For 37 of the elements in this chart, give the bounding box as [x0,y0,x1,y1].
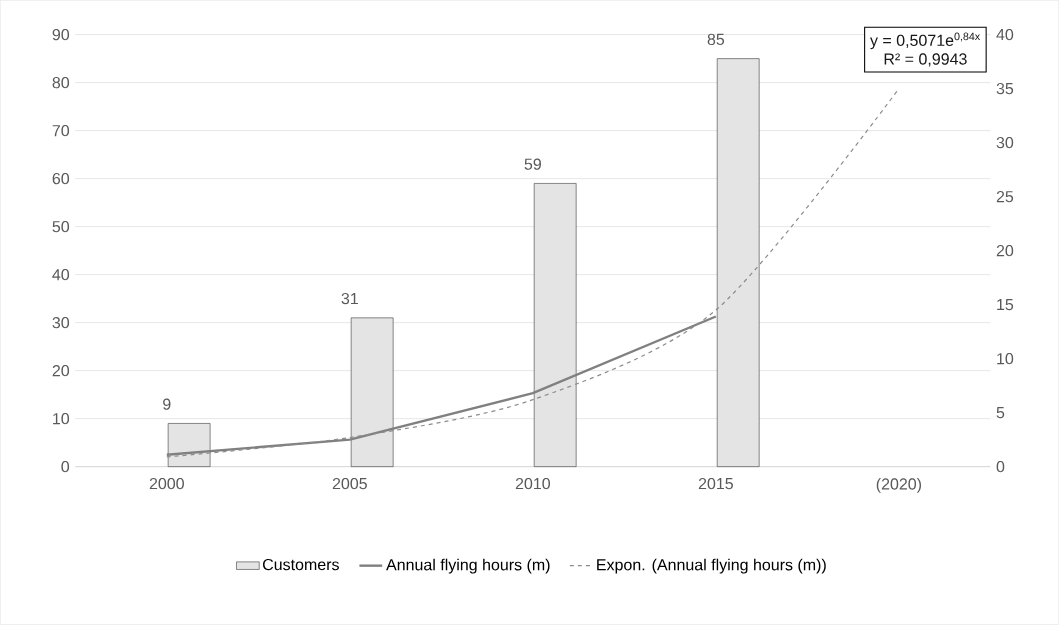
y-tick-label: 70 [52,125,70,137]
y-tick-label: 60 [52,173,70,185]
annotation: y = 0,5071e$^{0,84x}$ [870,32,981,50]
data-label: 85 [707,33,725,46]
x-tick-label: 2010 [515,477,551,490]
y2-tick-label: 20 [996,245,1014,257]
bar [533,183,577,467]
annotation: R² = 0,9943 [884,53,967,67]
y2-tick-label: 15 [997,299,1014,311]
y2-tick-label: 25 [996,190,1014,203]
y-tick-label: 10 [53,413,70,425]
legend-label: Customers [262,558,339,571]
y-tick-label: 20 [52,365,70,377]
legend-label: Annual flying hours (m) [386,558,550,574]
y2-tick-label: 35 [996,82,1014,95]
y2-tick-label: 5 [996,407,1005,419]
y2-tick-label: 0 [996,461,1005,473]
y-tick-label: 50 [52,221,70,233]
data-label: 9 [163,398,171,410]
data-label: 59 [524,158,541,170]
y2-tick-label: 40 [996,28,1014,41]
x-tick-label: (2020) [876,477,921,493]
data-label: 31 [341,292,358,305]
bar [716,58,760,467]
y-tick-label: 90 [52,28,70,41]
bar [350,317,394,467]
y-tick-label: 30 [52,317,70,329]
bar [167,423,211,467]
y-tick-label: 40 [52,269,70,281]
x-tick-label: 2015 [698,477,733,490]
y-tick-label: 80 [52,76,70,89]
y-tick-label: 0 [61,461,70,473]
x-tick-label: 2005 [332,477,367,490]
y2-tick-label: 10 [997,353,1014,365]
x-tick-label: 2000 [149,477,184,490]
y2-tick-label: 30 [996,136,1014,149]
legend-label: Expon. (Annual flying hours (m)) [597,558,826,574]
